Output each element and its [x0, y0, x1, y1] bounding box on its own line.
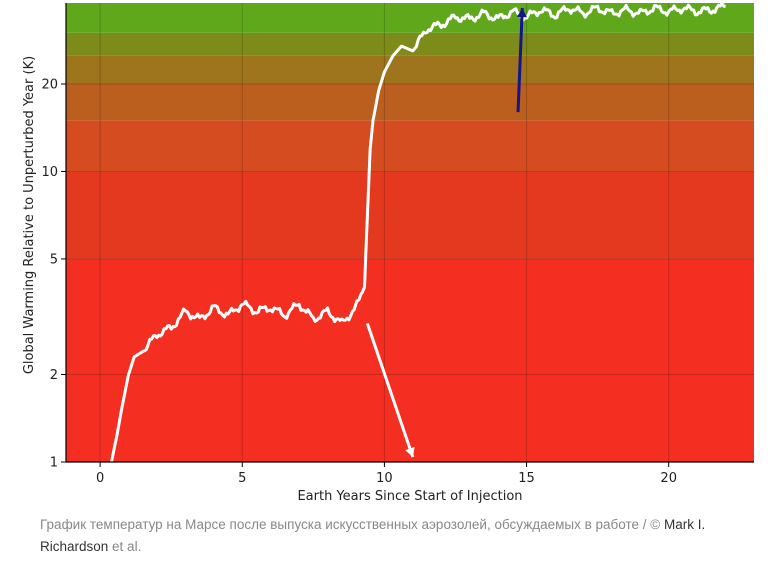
arrows-layer — [365, 8, 527, 458]
x-tick-label-2: 10 — [376, 471, 393, 486]
band-2 — [66, 120, 754, 172]
background-bands — [66, 3, 754, 462]
annotation-arrow-1 — [516, 8, 524, 113]
band-0 — [66, 258, 754, 462]
x-tick-label-4: 20 — [660, 471, 677, 486]
axes — [65, 3, 754, 463]
y-tick-label-0: 1 — [50, 456, 58, 471]
caption-text: График температур на Марсе после выпуска… — [40, 517, 664, 532]
y-tick-label-4: 20 — [41, 77, 58, 92]
tick-labels: 0 5 10 15 20 1 2 5 10 20 — [41, 77, 677, 486]
caption-credit-link-2[interactable]: Richardson — [40, 539, 109, 554]
annotation-arrow-0 — [365, 322, 415, 458]
caption-credit-link[interactable]: Mark I. — [664, 517, 706, 532]
series-layer — [110, 3, 726, 462]
y-axis-label: Global Warming Relative to Unperturbed Y… — [22, 56, 37, 374]
y-tick-label-1: 2 — [50, 368, 58, 383]
band-3 — [66, 83, 754, 121]
caption-suffix: et al. — [108, 539, 142, 554]
band-4 — [66, 55, 754, 84]
annotation-arrowhead-1 — [516, 8, 527, 18]
y-tick-label-2: 5 — [50, 252, 58, 267]
x-tick-label-1: 5 — [238, 471, 246, 486]
band-6 — [66, 3, 754, 33]
x-axis-label: Earth Years Since Start of Injection — [297, 489, 522, 504]
y-tick-label-3: 10 — [41, 165, 58, 180]
series-line-0 — [110, 3, 726, 462]
band-5 — [66, 32, 754, 56]
x-tick-label-0: 0 — [96, 471, 104, 486]
grid-lines — [66, 3, 754, 462]
x-tick-label-3: 15 — [518, 471, 535, 486]
warming-chart: 0 5 10 15 20 1 2 5 10 20 Earth Years Since Start … — [22, 3, 754, 504]
band-1 — [66, 171, 754, 259]
figure-caption: График температур на Марсе после выпуска… — [40, 514, 740, 558]
annotation-arrowhead-0 — [405, 446, 415, 458]
